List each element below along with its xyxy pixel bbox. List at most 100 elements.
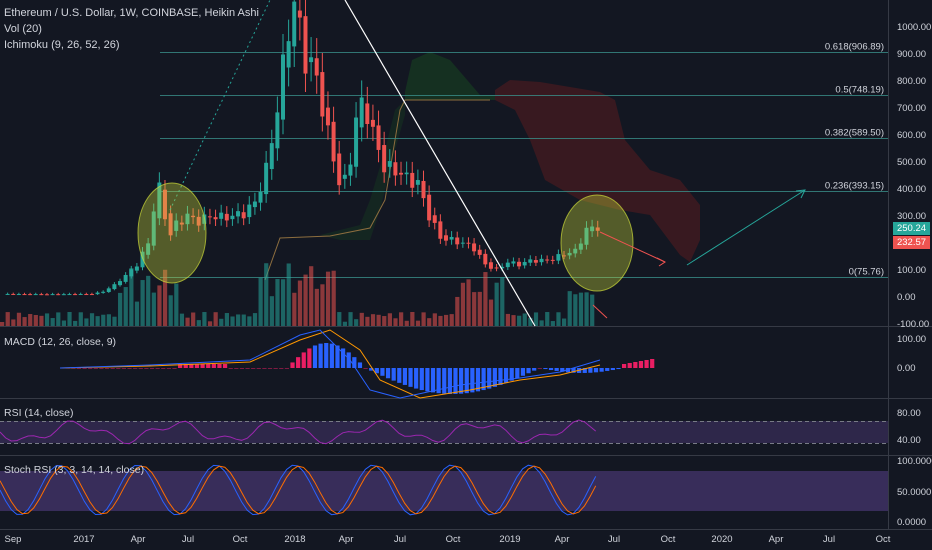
candle-body: [528, 259, 533, 263]
macd-histogram-bar: [172, 368, 177, 369]
candle-body: [157, 182, 162, 219]
candle-body: [162, 189, 167, 220]
candle-body: [33, 294, 38, 296]
volume-bar: [500, 277, 505, 326]
macd-histogram-bar: [267, 368, 273, 369]
volume-bar: [252, 313, 258, 326]
stoch-axis-tick: 0.0000: [897, 517, 926, 528]
macd-histogram-bar: [71, 368, 76, 369]
macd-histogram-bar: [402, 368, 408, 385]
volume-bar: [325, 271, 331, 326]
macd-histogram-bar: [178, 364, 183, 368]
candle-body: [309, 57, 314, 63]
price-axis-tick: 100.00: [897, 265, 926, 276]
volume-bar: [157, 285, 162, 326]
volume-bar: [73, 320, 78, 326]
volume-bar: [22, 317, 27, 326]
macd-histogram-bar: [341, 348, 346, 368]
volume-bar: [286, 263, 291, 326]
volume-bar: [573, 294, 578, 326]
stoch-rsi-pane-title[interactable]: Stoch RSI (3, 3, 14, 14, close): [4, 464, 145, 476]
time-axis-tick: Apr: [339, 534, 354, 545]
volume-bar: [275, 279, 280, 326]
volume-bar: [517, 315, 522, 326]
fib-level-label: 0.382(589.50): [825, 128, 884, 139]
time-axis-tick: Apr: [131, 534, 146, 545]
time-axis-tick: Jul: [394, 534, 406, 545]
candle-body: [129, 269, 134, 277]
macd-histogram-bar: [116, 368, 121, 369]
candle-body: [387, 161, 392, 167]
candle-body: [28, 294, 33, 296]
macd-histogram-bar: [296, 357, 301, 368]
macd-histogram-bar: [492, 368, 497, 387]
volume-bar: [95, 316, 100, 326]
volume-bar: [56, 312, 61, 326]
macd-histogram-bar: [588, 368, 593, 373]
small-arrow-down: [592, 304, 608, 319]
candle-body: [500, 266, 505, 269]
volume-legend[interactable]: Vol (20): [4, 23, 42, 35]
macd-histogram-bar: [262, 368, 267, 369]
macd-histogram-bar: [571, 368, 576, 373]
candle-body: [118, 281, 123, 286]
candle-body: [264, 162, 269, 195]
macd-histogram-bar: [363, 368, 368, 369]
ichimoku-legend[interactable]: Ichimoku (9, 26, 52, 26): [4, 39, 120, 51]
candle-body: [56, 294, 61, 296]
candle-body: [556, 254, 561, 261]
volume-bar: [393, 318, 398, 326]
candle-body: [292, 1, 297, 47]
candle-body: [297, 10, 302, 18]
macd-histogram-bar: [211, 364, 216, 368]
macd-histogram-bar: [582, 368, 587, 373]
macd-histogram-bar: [206, 364, 211, 368]
macd-histogram-bar: [290, 362, 295, 368]
candle-body: [483, 253, 488, 265]
candle-body: [466, 242, 471, 244]
volume-bar: [365, 316, 370, 326]
volume-bar: [33, 315, 38, 326]
candle-body: [354, 117, 359, 167]
candle-body: [477, 249, 482, 255]
rsi-pane-title[interactable]: RSI (14, close): [4, 407, 74, 419]
candle-body: [562, 255, 566, 257]
volume-bar: [404, 320, 409, 326]
volume-bar: [522, 313, 527, 326]
macd-histogram-bar: [605, 368, 610, 371]
candle-body: [230, 215, 235, 220]
macd-histogram-bar: [149, 368, 155, 369]
candle-body: [511, 261, 516, 264]
volume-bar: [550, 321, 555, 326]
volume-bar: [134, 301, 140, 326]
candle-body: [567, 252, 572, 256]
volume-bar: [337, 312, 342, 326]
candle-body: [595, 227, 600, 231]
volume-bar: [179, 313, 185, 326]
volume-bar: [438, 315, 443, 326]
macd-histogram-bar: [593, 368, 599, 373]
candle-body: [101, 291, 106, 293]
candle-body: [286, 41, 291, 68]
volume-bar: [483, 272, 488, 326]
candle-body: [22, 294, 27, 296]
symbol-legend[interactable]: Ethereum / U.S. Dollar, 1W, COINBASE, He…: [4, 7, 259, 19]
candle-body: [151, 211, 156, 246]
volume-bar: [0, 322, 5, 326]
macd-histogram-bar: [464, 368, 469, 394]
volume-bar: [466, 279, 471, 326]
time-axis-tick: Jul: [823, 534, 835, 545]
candle-body: [5, 293, 10, 295]
macd-pane-title[interactable]: MACD (12, 26, close, 9): [4, 336, 117, 348]
downtrend-line: [344, 0, 536, 327]
volume-bar: [578, 292, 584, 326]
volume-bar: [528, 317, 533, 326]
time-axis-tick: 2019: [499, 534, 520, 545]
fib-level-label: 0.5(748.19): [835, 85, 884, 96]
stoch-axis-tick: 100.0000: [897, 456, 932, 467]
fib-level-label: 0(75.76): [849, 267, 884, 278]
candle-body: [106, 288, 111, 292]
volume-bar: [39, 315, 44, 326]
macd-histogram-bar: [397, 368, 402, 383]
